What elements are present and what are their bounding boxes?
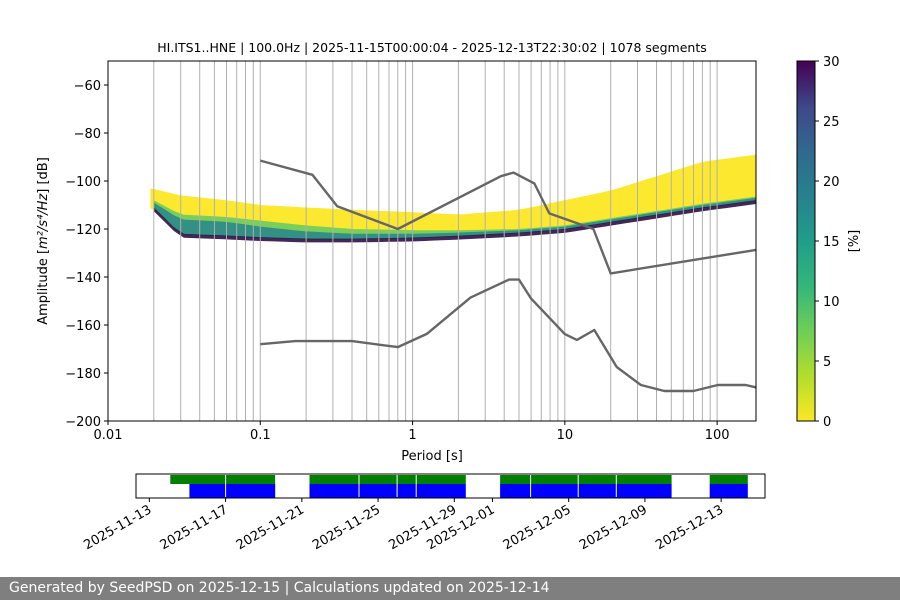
availability-blue-segment (709, 484, 748, 498)
colorbar: 0 5 10 15 20 25 30 [%] (796, 55, 862, 430)
availability-blue-layer (189, 484, 748, 498)
colorbar-gradient (796, 60, 816, 422)
x-tick-label: 0.1 (250, 428, 271, 443)
date-tick-label: 2025-11-25 (310, 502, 383, 553)
availability-green-layer (170, 475, 748, 484)
colorbar-tick-label: 30 (823, 55, 840, 70)
availability-blue-segment (500, 484, 672, 498)
availability-green-segment (500, 475, 672, 484)
colorbar-tick-label: 15 (823, 235, 840, 250)
x-tick-label: 0.01 (94, 428, 123, 443)
availability-blue-segment (309, 484, 466, 498)
y-tick-label: −120 (65, 223, 101, 238)
y-tick-label: −140 (65, 271, 101, 286)
plot-area: 0.01 0.1 1 10 100 −200 −180 −160 −140 −120 −100 −8… (65, 60, 757, 443)
date-tick-label: 2025-11-13 (81, 502, 154, 553)
noise-models (259, 159, 756, 393)
y-axis-label-units: m²/s⁴/Hz (36, 193, 51, 249)
density-band-mid-density (153, 196, 756, 240)
x-tick-label: 1 (408, 428, 416, 443)
availability-date-ticks: 2025-11-13 2025-11-17 2025-11-21 2025-11-25… (81, 498, 726, 553)
availability-green-segment (170, 475, 276, 484)
colorbar-tick-label: 5 (823, 355, 831, 370)
x-axis-label: Period [s] (401, 449, 463, 464)
date-tick-label: 2025-11-21 (234, 502, 307, 553)
y-tick-label: −100 (65, 175, 101, 190)
x-axis-ticks: 0.01 0.1 1 10 100 (94, 421, 730, 443)
colorbar-tick-label: 10 (823, 295, 840, 310)
availability-separators (225, 475, 617, 497)
date-tick-label: 2025-12-13 (653, 502, 726, 553)
high-noise-model-line (259, 159, 756, 275)
availability-green-segment (709, 475, 748, 484)
date-tick-label: 2025-12-05 (501, 502, 574, 553)
colorbar-tick-label: 25 (823, 115, 840, 130)
plot-background (108, 61, 756, 421)
psd-chart: HI.ITS1..HNE | 100.0Hz | 2025-11-15T00:0… (36, 40, 862, 553)
y-axis-label: Amplitude [m²/s⁴/Hz] [dB] (36, 157, 51, 325)
low-noise-model-line (260, 278, 756, 393)
plot-frame (107, 60, 757, 422)
data-availability-bar: 2025-11-13 2025-11-17 2025-11-21 2025-11-25… (81, 473, 766, 553)
x-tick-label: 10 (557, 428, 574, 443)
x-tick-label: 100 (705, 428, 730, 443)
date-tick-label: 2025-12-09 (577, 502, 650, 553)
footer: Generated by SeedPSD on 2025-12-15 | Cal… (0, 577, 900, 600)
density-band-low-density (150, 154, 756, 240)
y-tick-label: −60 (74, 79, 101, 94)
colorbar-ticks: 0 5 10 15 20 25 30 (815, 55, 840, 430)
colorbar-tick-label: 0 (823, 415, 831, 430)
y-tick-label: −80 (74, 127, 101, 142)
y-tick-label: −180 (65, 367, 101, 382)
y-tick-label: −200 (65, 415, 101, 430)
footer-text: Generated by SeedPSD on 2025-12-15 | Cal… (9, 580, 550, 596)
y-axis-label-suffix: ] [dB] (36, 157, 51, 194)
grid-layer (153, 61, 718, 421)
availability-green-segment (309, 475, 466, 484)
colorbar-label: [%] (847, 230, 862, 253)
y-axis-label-prefix: Amplitude [ (36, 249, 51, 325)
availability-blue-segment (189, 484, 276, 498)
colorbar-tick-label: 20 (823, 175, 840, 190)
chart-title: HI.ITS1..HNE | 100.0Hz | 2025-11-15T00:0… (157, 40, 707, 55)
date-tick-label: 2025-11-17 (158, 502, 231, 553)
y-axis-ticks: −200 −180 −160 −140 −120 −100 −80 −60 (65, 79, 108, 430)
y-tick-label: −160 (65, 319, 101, 334)
